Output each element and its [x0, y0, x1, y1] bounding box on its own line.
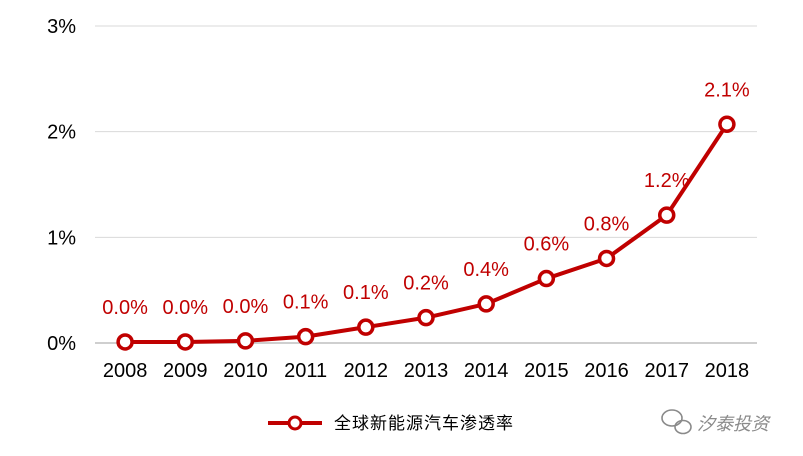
- data-label: 0.6%: [524, 234, 570, 256]
- data-label: 0.2%: [403, 273, 449, 295]
- data-label: 0.0%: [162, 297, 208, 319]
- data-point: [597, 249, 616, 268]
- y-tick-label: 2%: [47, 122, 76, 144]
- legend-marker-swatch: [287, 415, 303, 431]
- x-axis-ticks: 2008 2009 2010 2011 2012 2013 2014 2015 2016 2017…: [103, 360, 749, 382]
- data-point: [417, 308, 435, 327]
- y-tick-label: 3%: [47, 16, 76, 38]
- x-tick-label: 2013: [404, 360, 449, 382]
- data-point: [116, 333, 134, 351]
- wechat-icon: [661, 409, 692, 435]
- x-tick-label: 2009: [163, 360, 208, 382]
- data-label: 0.0%: [223, 296, 269, 318]
- x-tick-label: 2011: [284, 360, 327, 382]
- data-labels: 0.0% 0.0% 0.0% 0.1% 0.1% 0.2% 0.4% 0.6% 0.8% 1.2%…: [102, 79, 750, 319]
- data-label: 2.1%: [704, 79, 750, 101]
- x-tick-label: 2016: [584, 360, 629, 382]
- x-tick-label: 2014: [464, 360, 509, 382]
- data-point: [657, 206, 676, 224]
- legend-label: 全球新能源汽车渗透率: [334, 414, 514, 434]
- data-point: [236, 332, 255, 350]
- data-label: 0.1%: [283, 292, 329, 314]
- x-tick-label: 2015: [524, 360, 569, 382]
- series-layer: [116, 115, 736, 351]
- data-label: 1.2%: [644, 170, 690, 192]
- data-point: [477, 295, 495, 313]
- x-tick-label: 2012: [344, 360, 389, 382]
- data-point: [176, 333, 195, 351]
- y-tick-label: 1%: [47, 227, 76, 249]
- data-point: [357, 318, 375, 336]
- y-tick-label: 0%: [47, 333, 76, 355]
- data-label: 0.4%: [463, 259, 509, 281]
- data-point: [537, 269, 556, 288]
- x-tick-label: 2010: [223, 360, 268, 382]
- data-label: 0.8%: [584, 213, 630, 235]
- x-tick-label: 2008: [103, 360, 148, 382]
- legend: 全球新能源汽车渗透率: [268, 414, 514, 434]
- x-tick-label: 2017: [644, 360, 689, 382]
- x-tick-label: 2018: [705, 360, 750, 382]
- data-point: [718, 115, 736, 134]
- watermark: 汐泰投资: [661, 409, 771, 435]
- data-point: [296, 327, 315, 346]
- watermark-text: 汐泰投资: [697, 414, 771, 435]
- y-axis-ticks: 0% 1% 2% 3%: [47, 16, 76, 355]
- data-label: 0.1%: [343, 282, 389, 304]
- data-label: 0.0%: [102, 297, 148, 319]
